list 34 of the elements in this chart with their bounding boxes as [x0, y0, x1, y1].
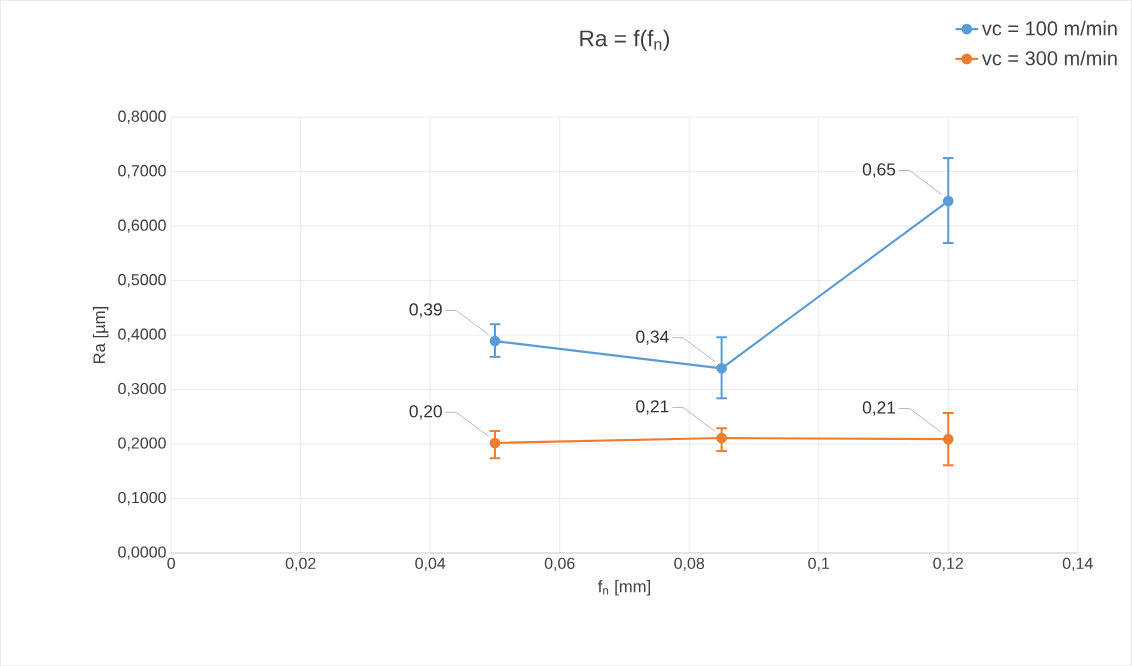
point: [489, 335, 501, 347]
y-tick-label: 0,8000: [118, 110, 166, 124]
point: [942, 433, 954, 445]
point: [716, 362, 727, 374]
x-tick-label: 0,14: [1062, 557, 1093, 571]
y-tick-label: 0,2000: [118, 437, 166, 451]
data-label: 0,21: [636, 400, 669, 415]
x-tick-label: 0,02: [285, 557, 316, 571]
x-tick-label: 0,08: [674, 557, 705, 571]
chart-title: Ra = f(f$_{n}$): [580, 29, 670, 51]
data-label: 0,65: [862, 163, 896, 178]
data-label: 0,34: [636, 330, 669, 345]
point: [489, 437, 501, 449]
x-tick-label: 0: [167, 557, 176, 569]
y-axis-title: Ra [µm]: [92, 306, 109, 363]
data-label: 0,39: [409, 303, 442, 318]
x-tick-label: 0,1: [808, 557, 830, 571]
y-tick-label: 0,3000: [118, 382, 166, 397]
legend-label: vc = 300 m/min: [981, 50, 1117, 66]
data-label: 0,20: [409, 405, 442, 420]
y-tick-label: 0,6000: [118, 219, 166, 233]
y-tick-label: 0,1000: [118, 491, 166, 506]
point: [942, 195, 954, 207]
data-label: 0,21: [862, 401, 896, 416]
x-tick-label: 0,06: [544, 557, 575, 571]
x-tick-label: 0,04: [415, 557, 446, 571]
y-tick-label: 0,5000: [118, 273, 166, 288]
x-axis-title: f$_{n}$ [mm]: [598, 579, 651, 596]
point: [716, 432, 727, 444]
y-tick-label: 0,0000: [118, 546, 166, 560]
legend-label: vc = 100 m/min: [981, 20, 1117, 36]
y-tick-label: 0,4000: [118, 328, 166, 342]
y-tick-label: 0,7000: [118, 164, 166, 179]
x-tick-label: 0,12: [933, 557, 963, 571]
